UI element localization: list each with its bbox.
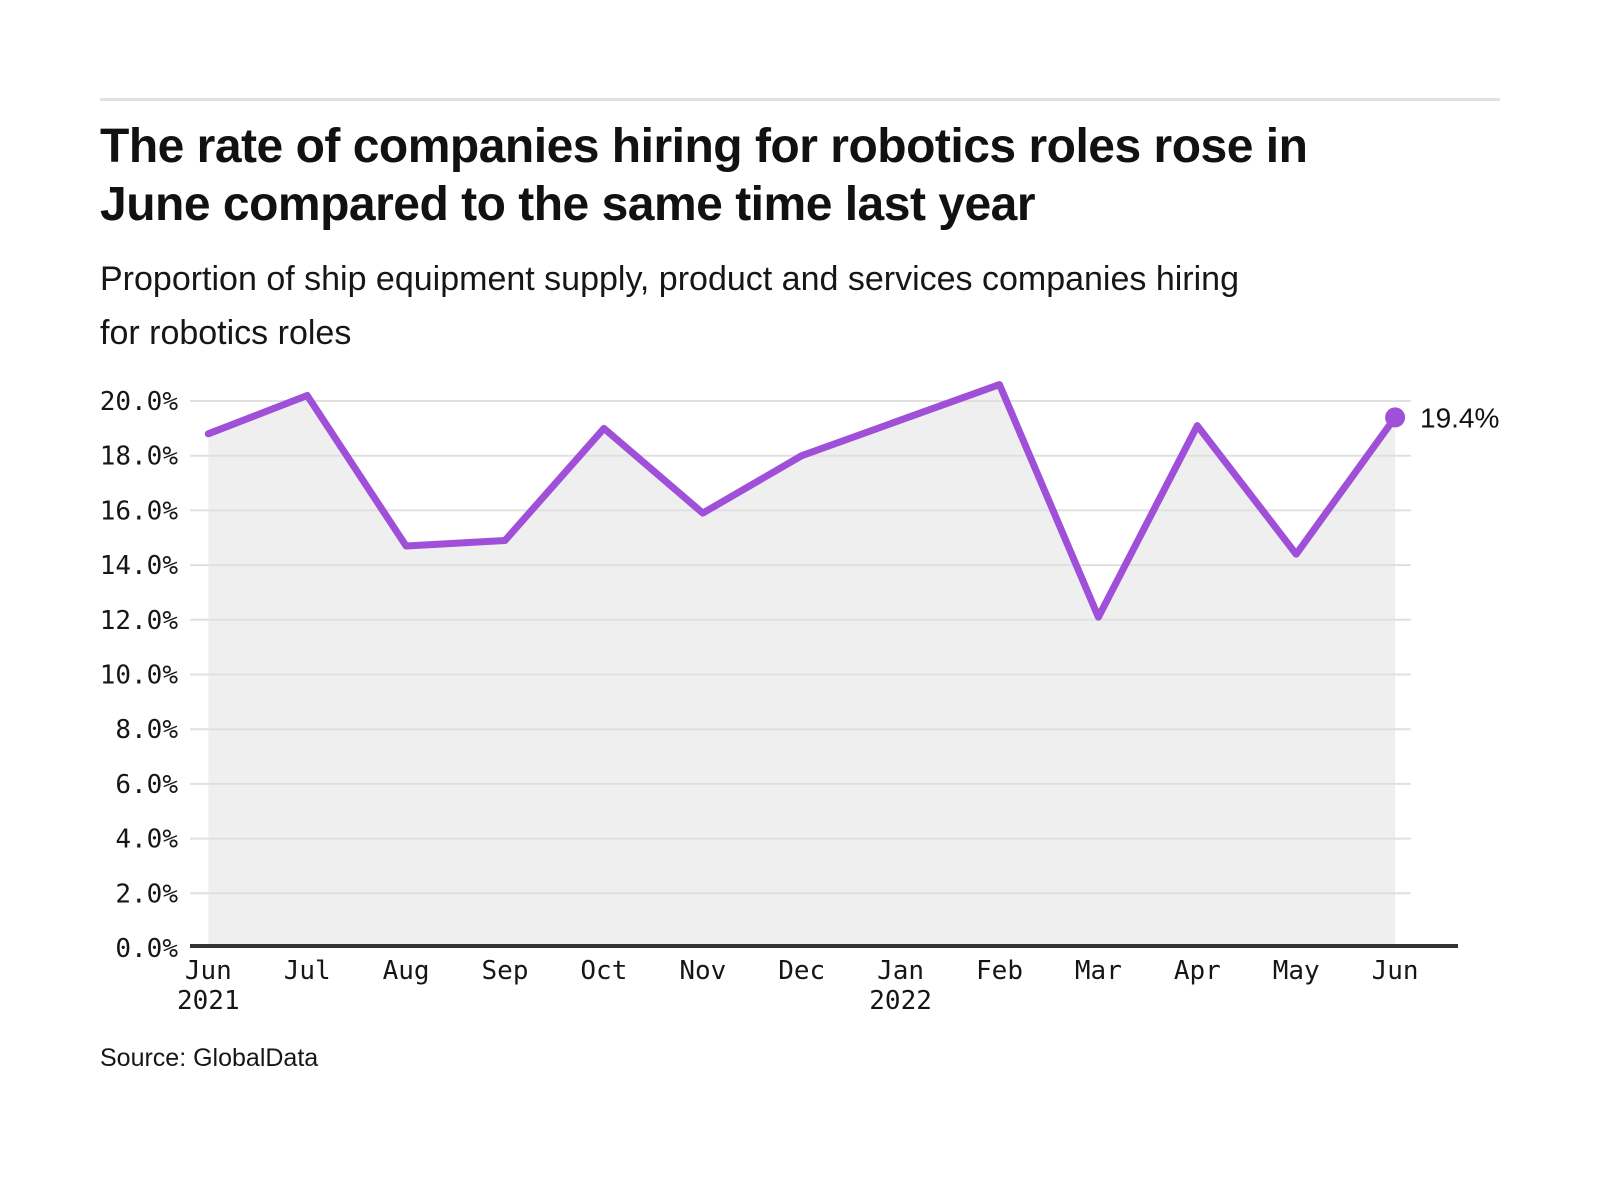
y-tick-label: 14.0%	[100, 551, 179, 581]
end-point-dot	[1385, 407, 1406, 428]
x-tick-label: Dec	[778, 956, 825, 986]
page-title-line-1: The rate of companies hiring for robotic…	[100, 120, 1308, 173]
y-tick-label: 12.0%	[100, 606, 179, 636]
x-tick-label: May	[1273, 956, 1320, 986]
page-title-line-2: June compared to the same time last year	[100, 178, 1036, 231]
page-subtitle-line-1: Proportion of ship equipment supply, pro…	[100, 260, 1239, 298]
x-tick-label: Nov	[679, 956, 726, 986]
x-tick-label: Sep	[482, 956, 529, 986]
y-tick-label: 2.0%	[115, 879, 178, 909]
x-tick-label: Aug	[383, 956, 430, 986]
x-year-label: 2022	[869, 986, 932, 1016]
area-fill	[208, 384, 1396, 947]
page-subtitle: Proportion of ship equipment supply, pro…	[100, 252, 1500, 360]
page-subtitle-line-2: for robotics roles	[100, 314, 352, 352]
y-tick-label: 16.0%	[100, 496, 179, 526]
end-value-label: 19.4%	[1420, 402, 1499, 433]
y-tick-label: 4.0%	[115, 825, 178, 855]
y-tick-label: 8.0%	[115, 715, 178, 745]
x-tick-label: Jan	[877, 956, 924, 986]
y-tick-label: 20.0%	[100, 387, 179, 417]
y-tick-label: 6.0%	[115, 770, 178, 800]
x-tick-label: Mar	[1075, 956, 1122, 986]
x-tick-label: Jun	[185, 956, 232, 986]
page-title: The rate of companies hiring for robotic…	[100, 118, 1420, 234]
y-tick-label: 0.0%	[115, 934, 178, 964]
x-tick-label: Jun	[1372, 956, 1419, 986]
x-tick-label: Jul	[284, 956, 331, 986]
x-tick-label: Apr	[1174, 956, 1221, 986]
x-year-label: 2021	[177, 986, 240, 1016]
y-tick-label: 18.0%	[100, 442, 179, 472]
data-line	[204, 381, 1399, 621]
top-divider	[100, 98, 1500, 101]
x-tick-label: Feb	[976, 956, 1023, 986]
source-note: Source: GlobalData	[100, 1044, 319, 1072]
y-tick-label: 10.0%	[100, 661, 179, 691]
x-tick-label: Oct	[580, 956, 627, 986]
